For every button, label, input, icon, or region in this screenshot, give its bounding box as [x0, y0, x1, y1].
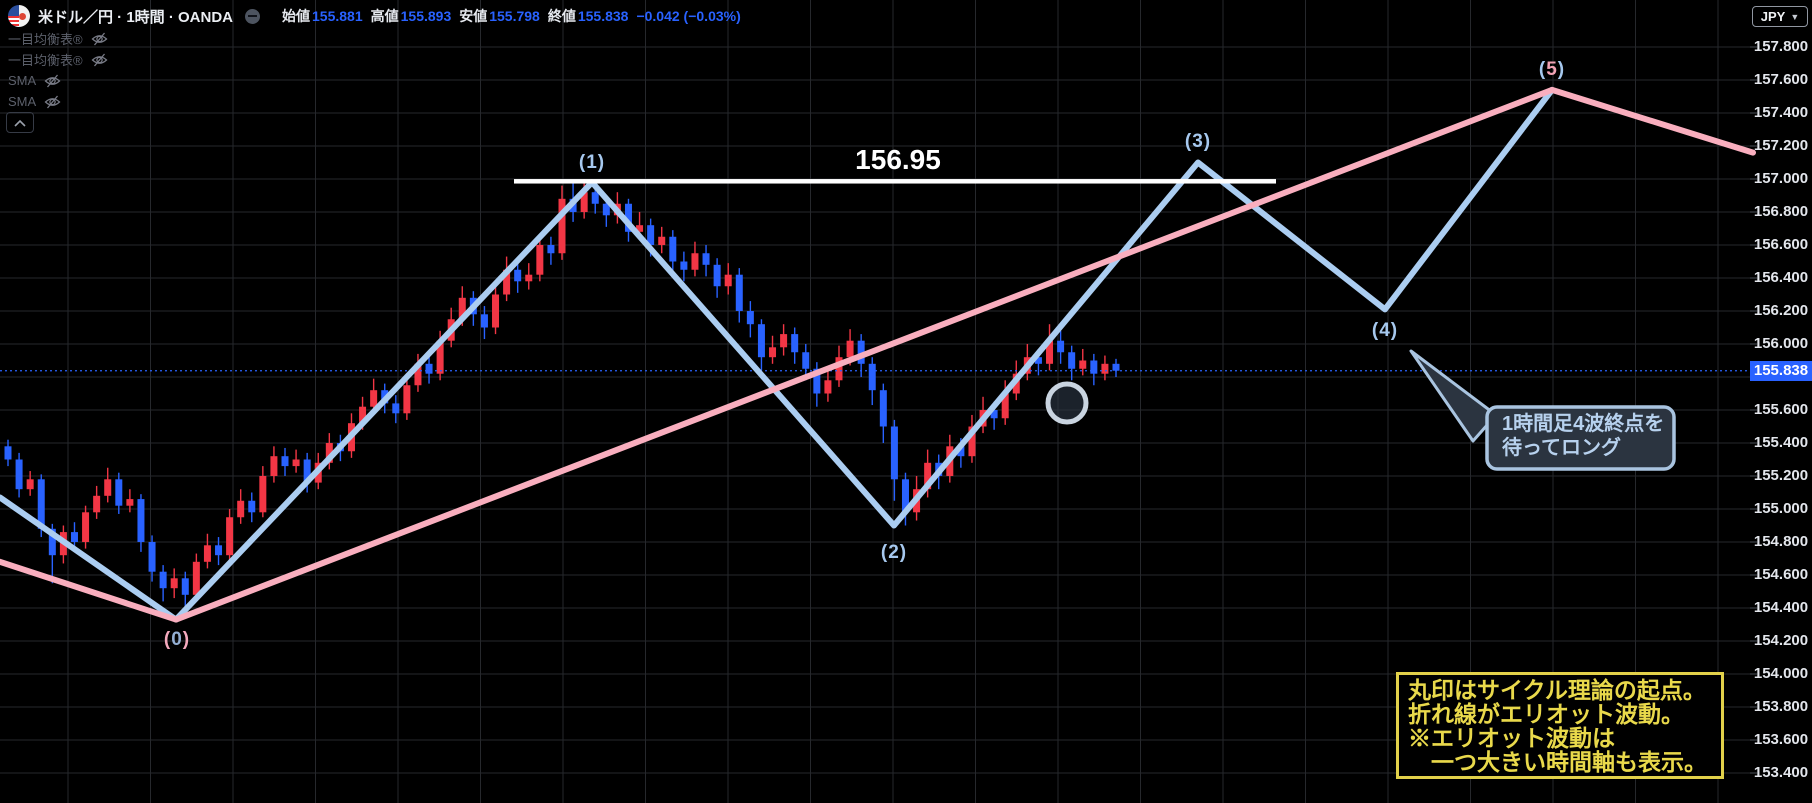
- collapse-legend-button[interactable]: [6, 112, 34, 133]
- hide-legend-icon[interactable]: [245, 8, 261, 24]
- axis-tick-label: 157.200: [1753, 137, 1809, 154]
- currency-selector[interactable]: JPY ▼: [1752, 6, 1808, 27]
- close-value: 155.838: [577, 8, 629, 24]
- axis-tick-label: 154.200: [1753, 632, 1809, 649]
- change-value: −0.042 (−0.03%): [636, 8, 741, 24]
- candles: [4, 179, 1120, 612]
- eye-off-icon[interactable]: [44, 73, 61, 89]
- indicator-name: SMA: [8, 73, 37, 88]
- callout-box[interactable]: [1485, 405, 1676, 471]
- axis-tick-label: 154.600: [1753, 566, 1809, 583]
- eye-off-icon[interactable]: [91, 52, 108, 68]
- high-label: 高値: [370, 8, 399, 24]
- symbol-title[interactable]: 米ドル／円 · 1時間 · OANDA: [38, 8, 234, 26]
- cycle-start-circle-marker[interactable]: [1045, 381, 1089, 425]
- resistance-line[interactable]: [514, 179, 1276, 184]
- axis-tick-label: 156.400: [1753, 269, 1809, 286]
- currency-label: JPY: [1760, 9, 1786, 24]
- callout-line-1: 1時間足4波終点を: [1502, 413, 1665, 435]
- low-value: 155.798: [489, 8, 540, 24]
- indicator-legend: 一目均衡表® 一目均衡表® SMA SMA: [8, 28, 108, 112]
- legend-row-sma-2[interactable]: SMA: [8, 91, 108, 112]
- wave-label-5[interactable]: (5): [1538, 59, 1566, 80]
- axis-tick-label: 154.000: [1753, 665, 1809, 682]
- eye-off-icon[interactable]: [91, 31, 108, 47]
- trade-plan-callout-text[interactable]: 1時間足4波終点を 待ってロング: [1502, 412, 1672, 460]
- axis-tick-label: 156.000: [1753, 335, 1809, 352]
- indicator-name: 一目均衡表®: [8, 32, 83, 47]
- eye-off-icon[interactable]: [44, 94, 61, 110]
- chevron-down-icon: ▼: [1790, 11, 1800, 22]
- wave-label-2[interactable]: (2): [880, 542, 908, 563]
- open-label: 始値: [282, 8, 311, 24]
- last-price-tag: 155.838: [1750, 360, 1812, 381]
- axis-tick-label: 155.200: [1753, 467, 1809, 484]
- axis-tick-label: 155.400: [1753, 434, 1809, 451]
- axis-tick-label: 155.600: [1753, 401, 1809, 418]
- low-label: 安値: [459, 8, 488, 24]
- axis-tick-label: 157.800: [1753, 38, 1809, 55]
- axis-tick-label: 156.200: [1753, 302, 1809, 319]
- note-line-3: ※エリオット波動は: [1408, 725, 1615, 751]
- chevron-up-icon: [14, 119, 26, 127]
- indicator-name: 一目均衡表®: [8, 53, 83, 68]
- high-value: 155.893: [400, 8, 452, 24]
- note-line-1: 丸印はサイクル理論の起点。: [1408, 677, 1706, 703]
- legend-row-ichimoku-2[interactable]: 一目均衡表®: [8, 49, 108, 70]
- open-value: 155.881: [312, 8, 363, 24]
- axis-tick-label: 153.800: [1753, 698, 1809, 715]
- axis-tick-label: 156.800: [1753, 203, 1809, 220]
- wave-label-1[interactable]: (1): [578, 152, 606, 173]
- chart-header: 米ドル／円 · 1時間 · OANDA 始値 155.881 高値 155.89…: [8, 4, 741, 28]
- axis-tick-label: 155.000: [1753, 500, 1809, 517]
- callout-line-2: 待ってロング: [1502, 437, 1621, 459]
- axis-tick-label: 153.400: [1753, 764, 1809, 781]
- callout-tail: [1409, 349, 1498, 443]
- close-label: 終値: [547, 8, 576, 24]
- legend-row-ichimoku-1[interactable]: 一目均衡表®: [8, 28, 108, 49]
- axis-tick-label: 153.600: [1753, 731, 1809, 748]
- axis-tick-label: 154.800: [1753, 533, 1809, 550]
- ohlc-readout: 始値 155.881 高値 155.893 安値 155.798 終値 155.…: [274, 6, 741, 26]
- price-axis[interactable]: JPY ▼ 157.800 157.600 157.400 157.200 157.00…: [1750, 0, 1812, 803]
- axis-tick-label: 157.000: [1753, 170, 1809, 187]
- resistance-price-label[interactable]: 156.95: [855, 144, 941, 175]
- axis-tick-label: 156.600: [1753, 236, 1809, 253]
- legend-row-sma-1[interactable]: SMA: [8, 70, 108, 91]
- strategy-note-box[interactable]: 丸印はサイクル理論の起点。 折れ線がエリオット波動。 ※エリオット波動は 一つ大…: [1396, 672, 1724, 779]
- note-line-4: 一つ大きい時間軸も表示。: [1408, 749, 1707, 775]
- note-line-2: 折れ線がエリオット波動。: [1408, 701, 1684, 727]
- wave-label-0[interactable]: (0): [163, 629, 191, 650]
- wave-label-3[interactable]: (3): [1184, 131, 1212, 152]
- axis-tick-label: 157.400: [1753, 104, 1809, 121]
- larger-degree-wave-line[interactable]: [0, 86, 1756, 623]
- axis-tick-label: 157.600: [1753, 71, 1809, 88]
- usdjpy-pair-icon: [8, 5, 30, 27]
- axis-tick-label: 154.400: [1753, 599, 1809, 616]
- indicator-name: SMA: [8, 94, 37, 109]
- wave-label-4[interactable]: (4): [1371, 320, 1399, 341]
